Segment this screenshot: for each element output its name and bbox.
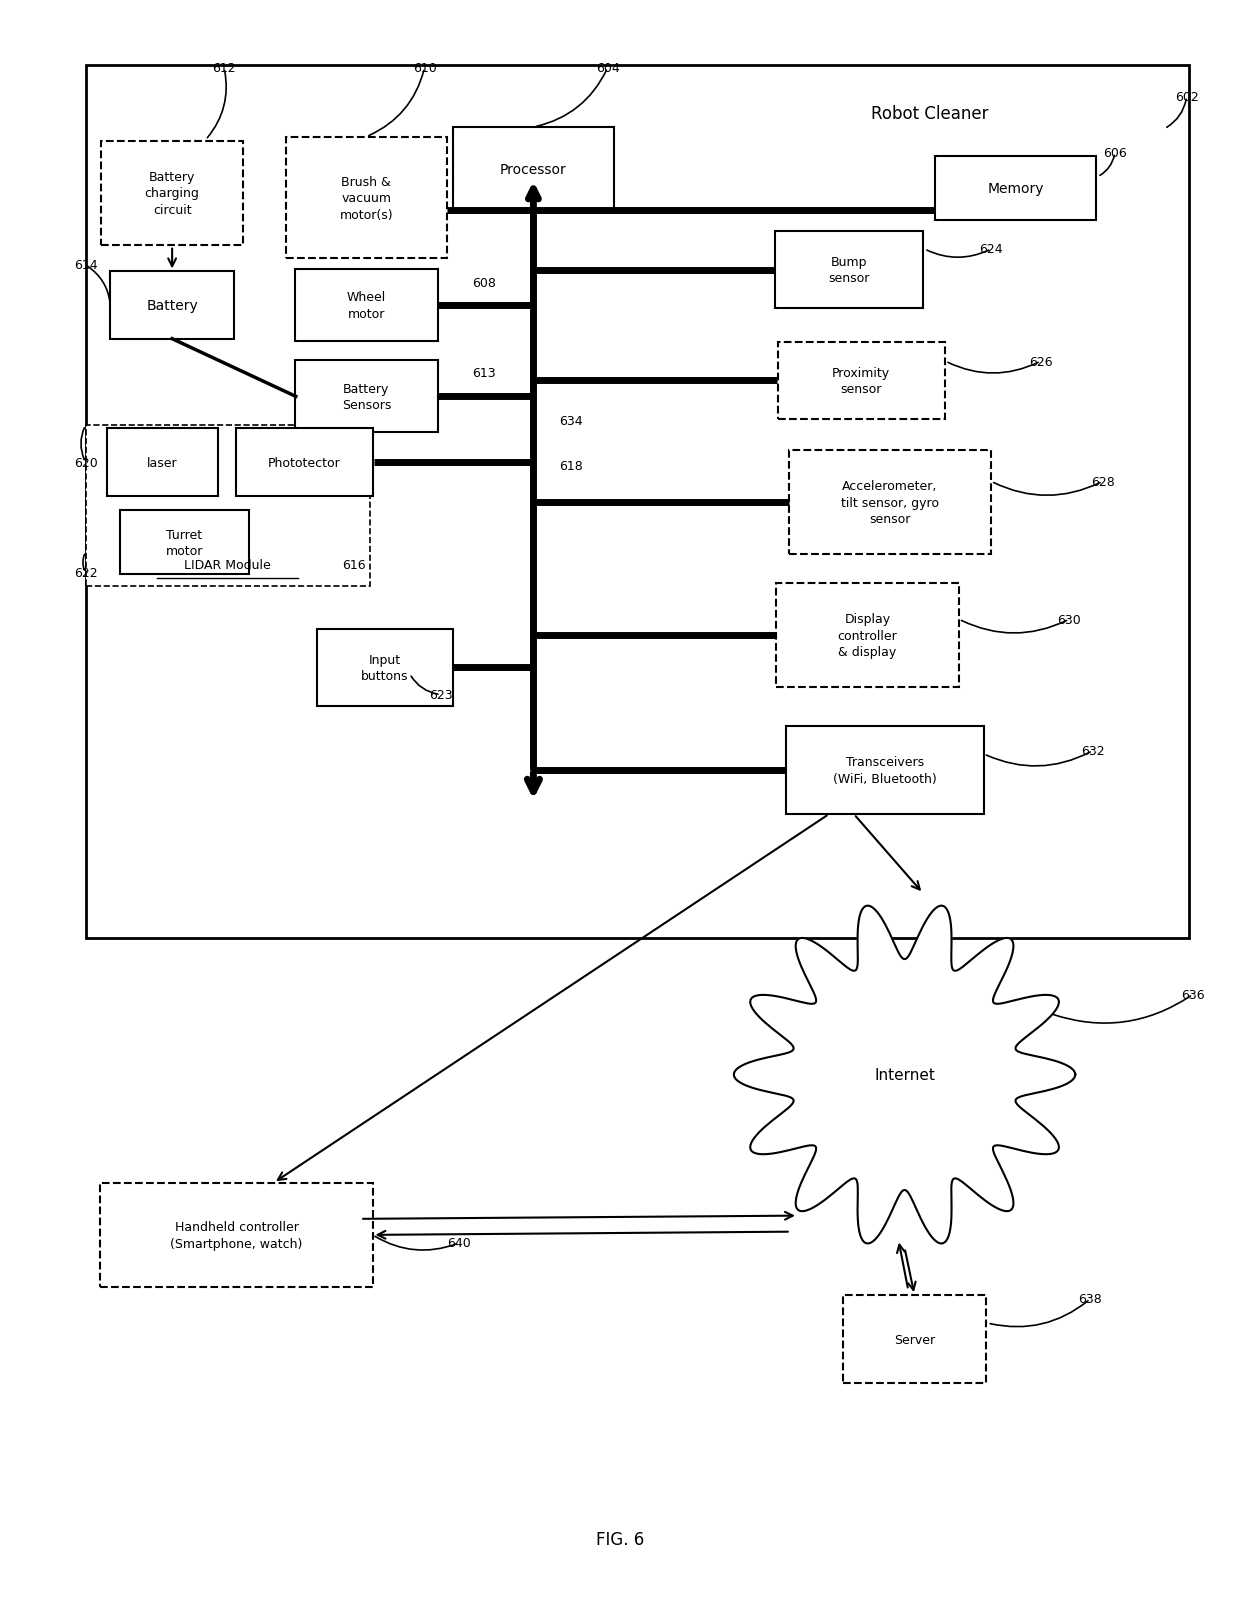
Text: 604: 604 [595, 63, 620, 75]
Text: Proximity
sensor: Proximity sensor [832, 366, 890, 396]
Polygon shape [734, 907, 1075, 1244]
Bar [107, 429, 218, 496]
Text: 618: 618 [559, 459, 583, 472]
Bar [237, 429, 372, 496]
Bar [110, 273, 234, 339]
Bar [843, 1295, 986, 1384]
Text: 613: 613 [472, 366, 496, 380]
Bar [776, 584, 959, 689]
Text: 622: 622 [73, 567, 97, 579]
Text: Bump
sensor: Bump sensor [828, 255, 869, 286]
Text: Brush &
vacuum
motor(s): Brush & vacuum motor(s) [340, 175, 393, 221]
Text: 640: 640 [448, 1236, 471, 1250]
Bar [777, 342, 945, 419]
Text: Wheel
motor: Wheel motor [347, 291, 386, 321]
Text: 638: 638 [1079, 1292, 1102, 1306]
Bar [86, 66, 1189, 939]
Text: Turret
motor: Turret motor [166, 528, 203, 557]
Text: 608: 608 [472, 278, 496, 291]
Text: FIG. 6: FIG. 6 [596, 1531, 644, 1549]
Bar [317, 629, 453, 706]
Text: Accelerometer,
tilt sensor, gyro
sensor: Accelerometer, tilt sensor, gyro sensor [841, 480, 939, 526]
Text: Handheld controller
(Smartphone, watch): Handheld controller (Smartphone, watch) [170, 1220, 303, 1250]
Text: Processor: Processor [500, 162, 567, 177]
Text: Battery
charging
circuit: Battery charging circuit [145, 170, 200, 217]
Text: 626: 626 [1029, 355, 1053, 369]
Bar [786, 727, 983, 814]
Text: laser: laser [146, 456, 177, 469]
Text: 630: 630 [1058, 613, 1081, 626]
Text: 632: 632 [1081, 745, 1105, 758]
Text: 628: 628 [1091, 475, 1115, 488]
Text: Transceivers
(WiFi, Bluetooth): Transceivers (WiFi, Bluetooth) [833, 756, 936, 785]
Bar [935, 157, 1096, 221]
Text: Memory: Memory [988, 181, 1044, 196]
Bar [286, 138, 446, 258]
Text: 634: 634 [559, 414, 583, 427]
Text: Battery: Battery [146, 299, 198, 313]
Bar [86, 425, 370, 586]
Text: Display
controller
& display: Display controller & display [837, 613, 898, 660]
Bar [119, 510, 249, 575]
Bar [100, 141, 243, 246]
Text: 612: 612 [212, 63, 236, 75]
Bar [100, 1183, 372, 1287]
Text: 620: 620 [73, 456, 98, 469]
Text: Server: Server [894, 1332, 935, 1345]
Text: 623: 623 [429, 689, 453, 701]
Text: Internet: Internet [874, 1067, 935, 1082]
Bar [295, 361, 438, 433]
Text: 614: 614 [73, 260, 97, 273]
Text: 602: 602 [1174, 91, 1199, 104]
Bar [775, 233, 923, 310]
Text: Robot Cleaner: Robot Cleaner [870, 104, 988, 122]
Text: Phototector: Phototector [268, 456, 341, 469]
Bar [789, 451, 991, 555]
Text: 624: 624 [980, 244, 1003, 257]
Text: LIDAR Module: LIDAR Module [185, 559, 272, 571]
Bar [453, 128, 614, 212]
Text: 636: 636 [1180, 989, 1204, 1002]
Text: 610: 610 [413, 63, 436, 75]
Bar [295, 270, 438, 342]
Text: 606: 606 [1104, 148, 1127, 160]
Text: 616: 616 [342, 559, 366, 571]
Text: Input
buttons: Input buttons [361, 653, 409, 682]
Text: Battery
Sensors: Battery Sensors [342, 382, 391, 412]
